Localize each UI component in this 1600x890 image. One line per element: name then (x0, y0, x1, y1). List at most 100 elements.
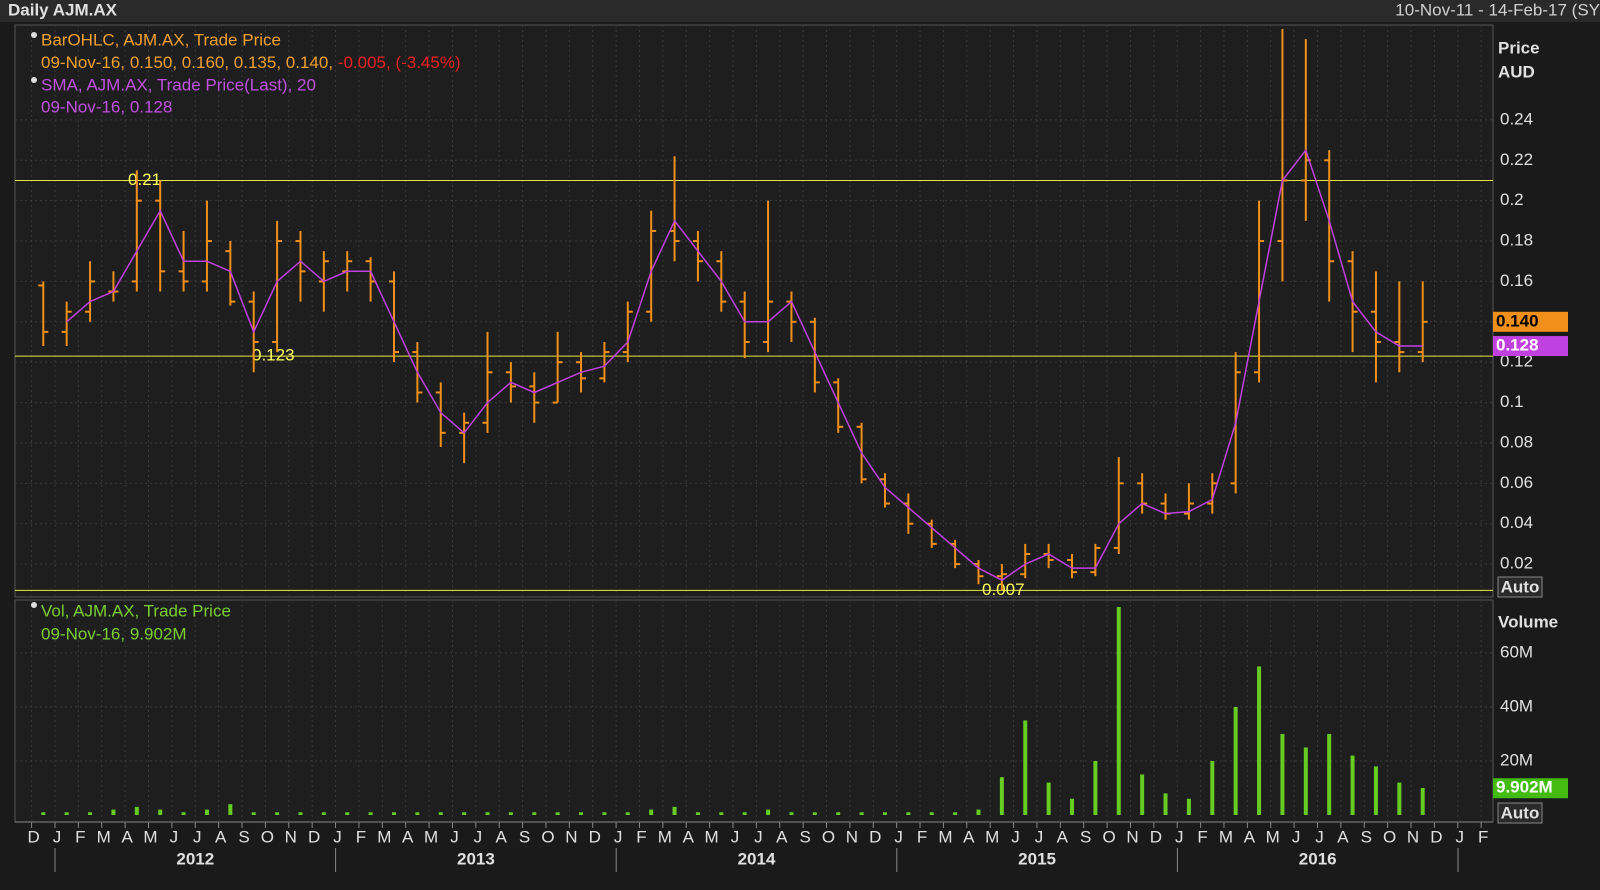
x-tick-label: F (75, 827, 85, 846)
volume-panel (14, 599, 1494, 823)
volume-bar (1280, 733, 1285, 815)
y-unit: AUD (1498, 62, 1535, 81)
x-tick-label: M (143, 827, 157, 846)
volume-bar (438, 812, 443, 815)
volume-bar (181, 812, 186, 815)
year-label: 2013 (457, 849, 495, 868)
legend-change: -0.005, (-3.45%) (338, 53, 461, 72)
x-tick-label: J (1011, 827, 1020, 846)
x-tick-label: S (519, 827, 530, 846)
volume-bar (1116, 607, 1121, 815)
volume-bar (625, 812, 630, 815)
volume-bar (532, 812, 537, 815)
auto-button[interactable] (1497, 576, 1543, 598)
volume-bar (602, 812, 607, 815)
x-tick-label: S (238, 827, 249, 846)
volume-bar (812, 812, 817, 815)
x-tick-label: M (97, 827, 111, 846)
x-tick-label: S (1080, 827, 1091, 846)
x-tick-label: D (27, 827, 39, 846)
volume-bar (321, 812, 326, 815)
x-tick-label: J (193, 827, 202, 846)
volume-bar (695, 812, 700, 815)
year-label: 2015 (1018, 849, 1056, 868)
volume-label: Volume (1498, 612, 1558, 631)
volume-bar (649, 809, 654, 815)
x-tick-label: J (474, 827, 483, 846)
volume-bar (1373, 766, 1378, 815)
x-tick-label: M (985, 827, 999, 846)
volume-bar (976, 809, 981, 815)
chart-title: Daily AJM.AX (8, 0, 118, 19)
x-tick-label: J (1035, 827, 1044, 846)
auto-button-label[interactable]: Auto (1501, 577, 1540, 596)
legend-bullet[interactable] (31, 77, 37, 83)
y-tick-label: 40M (1500, 696, 1533, 715)
volume-bar (859, 812, 864, 815)
volume-bar (579, 812, 584, 815)
x-tick-label: M (1266, 827, 1280, 846)
x-tick-label: N (565, 827, 577, 846)
legend-bullet[interactable] (31, 602, 37, 608)
volume-bar (789, 812, 794, 815)
x-tick-label: N (1407, 827, 1419, 846)
x-tick-label: O (822, 827, 835, 846)
x-tick-label: J (1456, 827, 1465, 846)
y-tick-label: 0.24 (1500, 109, 1533, 128)
y-tick-label: 0.1 (1500, 392, 1524, 411)
x-tick-label: D (1150, 827, 1162, 846)
volume-bar (882, 812, 887, 815)
x-tick-label: O (541, 827, 554, 846)
volume-bar (1420, 787, 1425, 815)
x-tick-label: J (53, 827, 62, 846)
x-tick-label: J (731, 827, 740, 846)
volume-bar (1023, 720, 1028, 815)
x-tick-label: J (333, 827, 342, 846)
x-tick-label: F (1197, 827, 1207, 846)
volume-bar (1210, 760, 1215, 815)
y-tick-label: 20M (1500, 750, 1533, 769)
x-tick-label: S (799, 827, 810, 846)
y-tick-label: 0.2 (1500, 190, 1524, 209)
volume-bar (1327, 733, 1332, 815)
y-tick-label: 0.18 (1500, 231, 1533, 250)
volume-bar (134, 806, 139, 815)
y-tick-label: 0.12 (1500, 352, 1533, 371)
volume-bar (41, 812, 46, 815)
x-tick-label: F (636, 827, 646, 846)
x-tick-label: M (705, 827, 719, 846)
x-tick-label: M (424, 827, 438, 846)
x-tick-label: M (658, 827, 672, 846)
x-tick-label: D (1430, 827, 1442, 846)
x-tick-label: N (846, 827, 858, 846)
x-tick-label: D (308, 827, 320, 846)
auto-button-label[interactable]: Auto (1501, 803, 1540, 822)
title-bar (0, 0, 1600, 22)
legend-value: 09-Nov-16, 0.150, 0.160, 0.135, 0.140, (41, 53, 333, 72)
x-tick-label: J (450, 827, 459, 846)
volume-bar (555, 812, 560, 815)
last-value-label: 9.902M (1496, 778, 1553, 797)
volume-bar (1303, 747, 1308, 815)
y-tick-label: 0.04 (1500, 513, 1533, 532)
volume-bar (275, 812, 280, 815)
x-tick-label: A (1244, 827, 1256, 846)
reference-label: 0.21 (128, 170, 161, 189)
volume-bar (88, 812, 93, 815)
x-tick-label: A (1057, 827, 1069, 846)
x-tick-label: S (1361, 827, 1372, 846)
volume-bar (672, 806, 677, 815)
x-tick-label: J (1292, 827, 1301, 846)
x-tick-label: O (261, 827, 274, 846)
x-tick-label: A (1337, 827, 1349, 846)
x-tick-label: A (215, 827, 227, 846)
volume-bar (1140, 774, 1145, 815)
x-tick-label: J (894, 827, 903, 846)
y-tick-label: 0.08 (1500, 432, 1533, 451)
legend-bullet[interactable] (31, 32, 37, 38)
x-tick-label: A (683, 827, 695, 846)
volume-bar (766, 809, 771, 815)
auto-button[interactable] (1497, 802, 1543, 824)
date-range: 10-Nov-11 - 14-Feb-17 (SY (1395, 0, 1600, 19)
volume-bar (1350, 755, 1355, 815)
